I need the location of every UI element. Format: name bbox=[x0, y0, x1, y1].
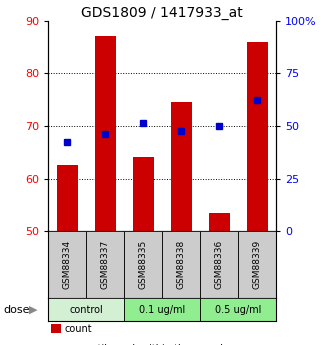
Bar bbox=[247, 42, 267, 231]
Bar bbox=[162, 231, 200, 298]
Text: GSM88335: GSM88335 bbox=[139, 240, 148, 289]
Text: ▶: ▶ bbox=[29, 305, 37, 315]
Bar bbox=[171, 102, 192, 231]
Bar bbox=[200, 231, 238, 298]
Bar bbox=[209, 213, 230, 231]
Bar bbox=[133, 157, 153, 231]
Text: GSM88339: GSM88339 bbox=[253, 240, 262, 289]
Text: GSM88336: GSM88336 bbox=[214, 240, 224, 289]
Bar bbox=[124, 298, 200, 321]
Text: dose: dose bbox=[3, 305, 30, 315]
Bar bbox=[124, 231, 162, 298]
Bar bbox=[57, 165, 78, 231]
Text: GSM88334: GSM88334 bbox=[63, 240, 72, 289]
Bar bbox=[86, 231, 124, 298]
Bar bbox=[238, 231, 276, 298]
Bar bbox=[48, 231, 86, 298]
Text: 0.1 ug/ml: 0.1 ug/ml bbox=[139, 305, 185, 315]
Title: GDS1809 / 1417933_at: GDS1809 / 1417933_at bbox=[81, 6, 243, 20]
Text: count: count bbox=[64, 324, 92, 334]
Text: percentile rank within the sample: percentile rank within the sample bbox=[64, 344, 229, 345]
Text: GSM88338: GSM88338 bbox=[177, 240, 186, 289]
Bar bbox=[48, 298, 124, 321]
Text: GSM88337: GSM88337 bbox=[100, 240, 110, 289]
Bar bbox=[95, 37, 116, 231]
Text: control: control bbox=[69, 305, 103, 315]
Bar bbox=[200, 298, 276, 321]
Text: 0.5 ug/ml: 0.5 ug/ml bbox=[215, 305, 261, 315]
